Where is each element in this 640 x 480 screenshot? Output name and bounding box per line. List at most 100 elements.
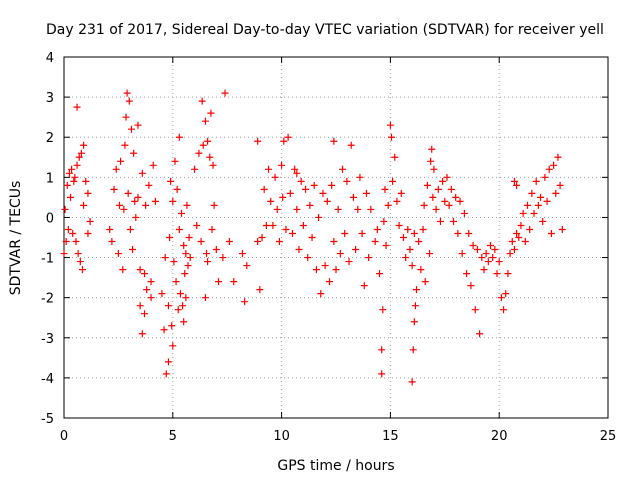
- data-point: [141, 270, 149, 278]
- data-point: [193, 221, 201, 229]
- data-point: [302, 185, 310, 193]
- data-point: [478, 254, 486, 262]
- data-point: [339, 165, 347, 173]
- data-point: [138, 330, 146, 338]
- data-point: [532, 177, 540, 185]
- data-point: [184, 262, 192, 270]
- data-point: [379, 306, 387, 314]
- data-point: [114, 250, 122, 258]
- data-point: [321, 262, 329, 270]
- data-point: [74, 250, 82, 258]
- data-point: [330, 137, 338, 145]
- data-point: [530, 209, 538, 217]
- data-point: [554, 153, 562, 161]
- data-point: [308, 234, 316, 241]
- data-point: [323, 197, 331, 205]
- data-point: [170, 258, 178, 266]
- y-tick-label: -5: [41, 412, 54, 427]
- data-point: [258, 234, 266, 241]
- data-point: [406, 246, 414, 254]
- data-point: [343, 177, 351, 185]
- data-point: [134, 121, 142, 129]
- data-point: [381, 185, 389, 193]
- data-point: [513, 229, 521, 237]
- data-point: [415, 238, 423, 246]
- data-point: [408, 378, 416, 386]
- data-point: [410, 318, 418, 326]
- data-point: [119, 266, 127, 274]
- plot-frame: [63, 56, 609, 419]
- data-point: [182, 294, 190, 302]
- data-point: [428, 145, 436, 153]
- data-point: [122, 113, 130, 121]
- data-point: [212, 246, 220, 254]
- data-point: [429, 193, 437, 201]
- data-point: [421, 278, 429, 286]
- data-point: [510, 177, 518, 185]
- data-point: [142, 201, 150, 209]
- data-point: [117, 157, 125, 165]
- data-point: [458, 250, 466, 258]
- data-point: [409, 346, 417, 354]
- data-point: [267, 197, 275, 205]
- data-point: [288, 229, 296, 237]
- data-point: [125, 97, 133, 105]
- data-point: [493, 270, 501, 278]
- data-points: [60, 89, 566, 386]
- data-point: [134, 193, 142, 201]
- data-point: [315, 213, 323, 221]
- data-point: [175, 133, 183, 141]
- data-point: [358, 229, 366, 237]
- x-axis-label: GPS time / hours: [277, 458, 394, 474]
- data-point: [423, 181, 431, 189]
- data-point: [502, 290, 510, 298]
- data-point: [143, 286, 151, 294]
- data-point: [115, 201, 123, 209]
- data-point: [60, 250, 68, 258]
- data-point: [61, 205, 69, 213]
- data-point: [62, 238, 70, 246]
- data-point: [537, 193, 545, 201]
- data-point: [168, 322, 176, 330]
- data-point: [262, 221, 270, 229]
- data-point: [279, 193, 287, 201]
- data-point: [312, 266, 320, 274]
- data-point: [172, 278, 180, 286]
- data-point: [476, 330, 484, 338]
- data-point: [480, 266, 488, 274]
- data-point: [162, 370, 170, 378]
- data-point: [543, 197, 551, 205]
- data-point: [489, 254, 497, 262]
- data-point: [243, 262, 251, 270]
- data-point: [67, 193, 75, 201]
- data-point: [291, 165, 299, 173]
- data-point: [397, 189, 405, 197]
- x-tick-label: 0: [60, 429, 68, 444]
- data-point: [151, 197, 159, 205]
- data-point: [391, 153, 399, 161]
- data-point: [131, 197, 139, 205]
- y-tick-label: -3: [41, 332, 54, 347]
- data-point: [367, 205, 375, 213]
- data-point: [447, 185, 455, 193]
- data-point: [219, 254, 227, 262]
- data-point: [484, 258, 492, 266]
- data-point: [199, 141, 207, 149]
- data-point: [332, 266, 340, 274]
- data-point: [434, 185, 442, 193]
- data-point: [183, 201, 191, 209]
- data-point: [399, 234, 407, 241]
- x-tick-label: 10: [273, 429, 290, 444]
- data-point: [63, 181, 71, 189]
- data-point: [209, 161, 217, 169]
- data-point: [387, 133, 395, 141]
- data-point: [378, 370, 386, 378]
- data-point: [465, 229, 473, 237]
- data-point: [410, 229, 418, 237]
- data-point: [330, 238, 338, 246]
- data-point: [310, 181, 318, 189]
- data-point: [513, 181, 521, 189]
- data-point: [73, 161, 81, 169]
- data-point: [319, 189, 327, 197]
- data-point: [238, 250, 246, 258]
